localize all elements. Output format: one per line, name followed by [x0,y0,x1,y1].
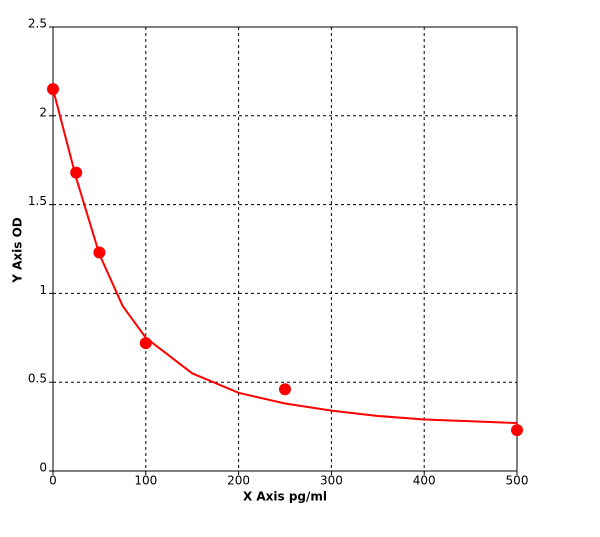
x-tick-label: 500 [506,474,529,488]
y-tick-label: 0 [39,461,47,475]
y-tick-label: 2 [39,105,47,119]
data-point [47,83,59,96]
data-point [70,166,83,179]
y-tick-label: 1.5 [28,194,47,208]
x-axis-title: X Axis pg/ml [243,490,327,504]
x-tick-label: 300 [320,474,343,488]
data-point [139,337,152,350]
plot-area [53,27,517,471]
y-tick-label: 2.5 [28,17,47,31]
data-point [511,424,523,437]
data-point [93,246,106,259]
x-tick-label: 400 [413,474,436,488]
x-tick-label: 0 [49,474,57,488]
x-tick-label: 200 [227,474,250,488]
data-point [279,383,291,396]
plot-border [52,26,518,472]
fit-curve [52,88,518,425]
y-tick-label: 0.5 [28,372,47,386]
y-tick-label: 1 [39,283,47,297]
y-axis-title: Y Axis OD [11,217,25,284]
x-tick-label: 100 [134,474,157,488]
